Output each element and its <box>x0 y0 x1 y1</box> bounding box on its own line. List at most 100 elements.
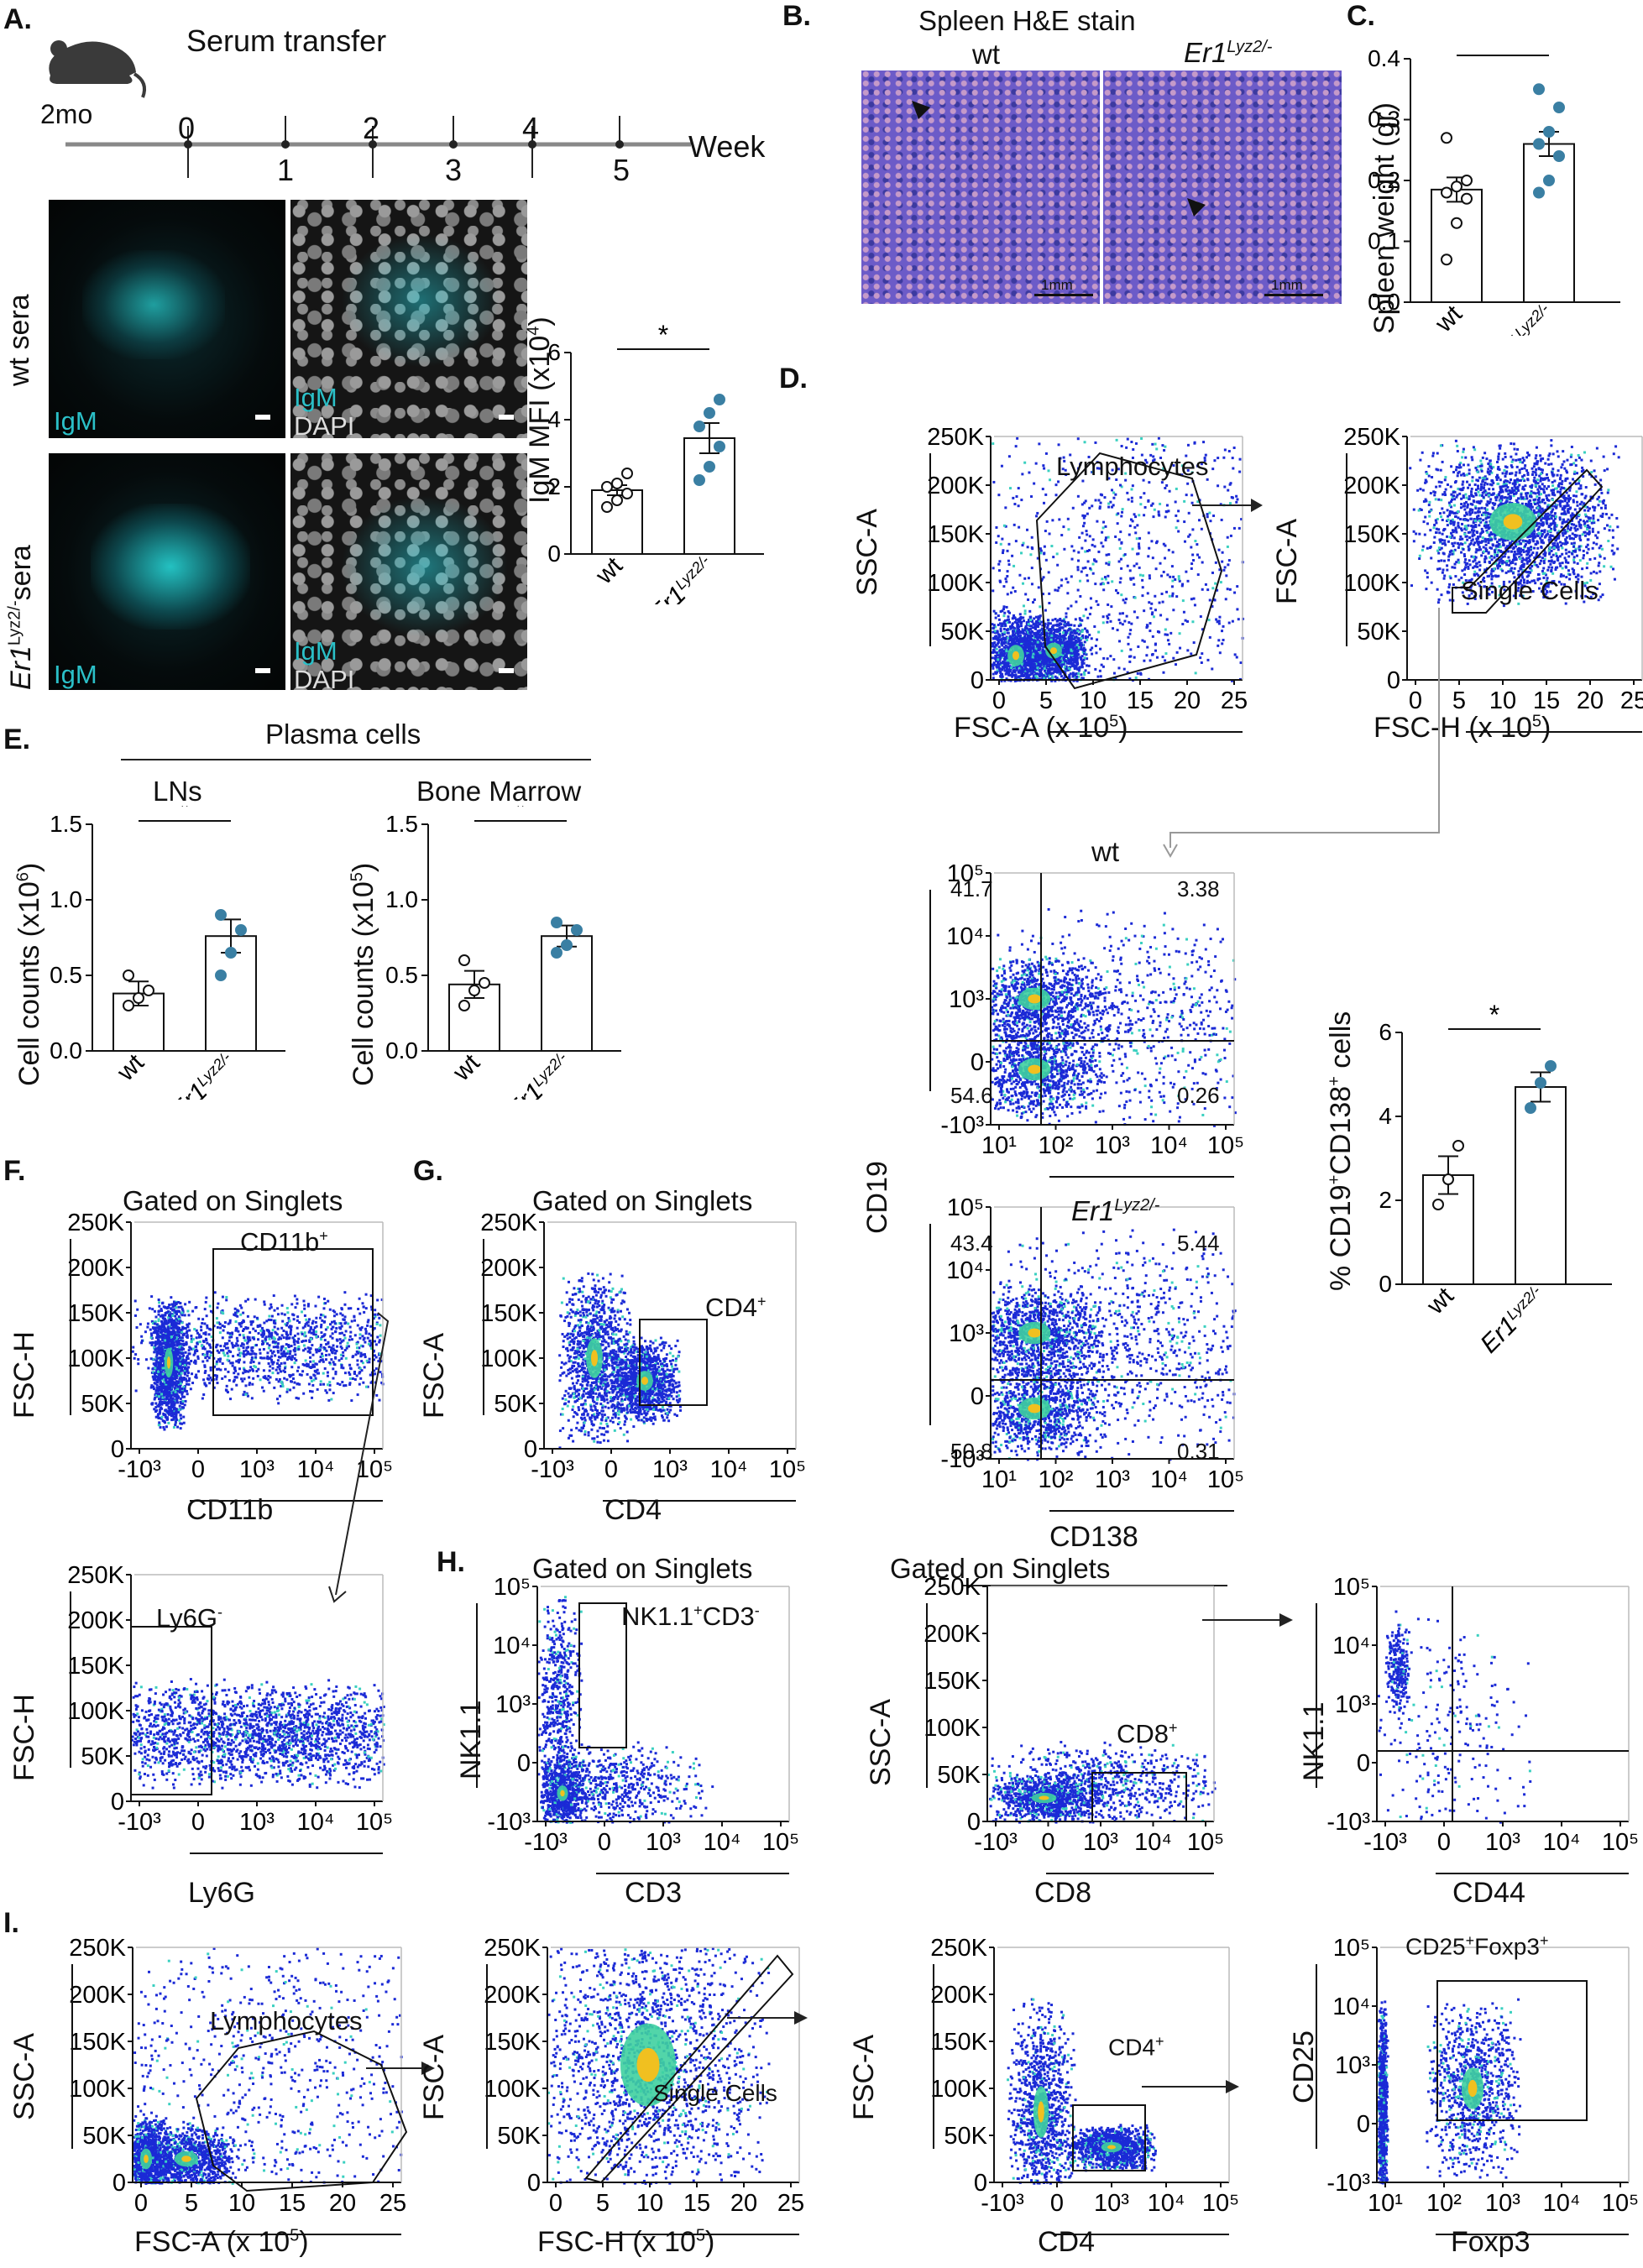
he-scale-bar <box>1034 294 1093 296</box>
i2-xlabel: FSC-H (x 105) <box>537 2226 714 2259</box>
density-peak <box>144 2154 149 2164</box>
data-point <box>693 421 705 432</box>
y-tick-label: 2 <box>547 473 561 499</box>
cd138-xlabel: CD138 <box>1049 1521 1138 1554</box>
event-cloud <box>133 1947 403 2185</box>
x-tick-label: 0 <box>1437 1829 1451 1856</box>
x-tick-label: 10² <box>1426 2190 1462 2217</box>
x-tick-label: -10³ <box>974 1829 1018 1856</box>
data-point <box>1553 150 1565 162</box>
gate-rect <box>1091 1772 1187 1822</box>
y-tick-label: 50K <box>944 2123 987 2150</box>
quad-title-wt: wt <box>1091 836 1119 868</box>
i3-ylabel: FSC-A <box>848 2035 881 2120</box>
density-peak <box>1468 2079 1478 2098</box>
y-tick-label: 150K <box>927 521 984 548</box>
significance-star: * <box>515 806 526 822</box>
density-peak <box>1039 1795 1049 1800</box>
y-tick-label: 100K <box>930 2076 987 2103</box>
x-tick-label: 10⁴ <box>1150 1132 1188 1159</box>
d2-xlabel: FSC-H (x 105) <box>1374 712 1551 745</box>
x-tick-label: 10⁴ <box>710 1456 748 1483</box>
y-tick-label: 0.3 <box>1368 107 1400 133</box>
merge-image-er1 <box>290 453 527 690</box>
igm-mfi-ylabel: IgM MFI (x104) <box>524 316 557 504</box>
flow-plot-i-lymphocytes: 0 50K 100K 150K 200K 250K 0 5 10 15 20 25 <box>69 1935 408 2235</box>
x-tick-label: 10 <box>636 2190 663 2217</box>
y-tick-label: 10³ <box>1335 1691 1370 1718</box>
density-peak <box>590 1350 599 1367</box>
data-point <box>1451 180 1462 193</box>
event-cloud <box>987 1740 1217 1824</box>
quad-wt-lr: 0.26 <box>1177 1083 1220 1109</box>
category-label: wt <box>1430 300 1468 336</box>
x-tick-label: 10² <box>1039 1132 1074 1159</box>
y-tick-label: 10³ <box>949 986 984 1013</box>
data-point <box>611 478 623 489</box>
gate-lymphocytes: Lymphocytes <box>1056 452 1209 482</box>
data-point <box>1525 1102 1536 1114</box>
y-tick-label: -10³ <box>940 1112 984 1139</box>
cd19-ylabel: CD19 <box>861 1161 894 1234</box>
bm-plasma-chart: 0.0 0.5 1.0 1.5 * wt Er1Lyz2/- <box>385 806 621 1100</box>
h-title1: Gated on Singlets <box>532 1553 752 1585</box>
density-peak <box>641 1377 649 1385</box>
timeline-title: Serum transfer <box>186 24 386 59</box>
x-tick-label: 10³ <box>239 1456 275 1483</box>
merge-igm-label-er1: IgM <box>294 636 337 666</box>
x-tick-label: 25 <box>379 2190 406 2217</box>
y-tick-label: 0 <box>967 1809 981 1836</box>
data-point <box>1533 138 1545 150</box>
x-tick-label: 10¹ <box>1368 2190 1403 2217</box>
y-tick-label: 200K <box>927 473 984 499</box>
merge-image-wt <box>290 200 527 438</box>
x-tick-label: 10³ <box>1094 2190 1129 2217</box>
data-point <box>235 924 247 936</box>
f1-ylabel: FSC-H <box>8 1331 41 1419</box>
x-tick-label: 15 <box>683 2190 710 2217</box>
y-tick-label: 0 <box>111 1789 124 1816</box>
timeline <box>65 116 691 178</box>
gate-cd4: CD4+ <box>705 1293 767 1323</box>
data-point <box>714 394 725 405</box>
he-title: Spleen H&E stain <box>918 5 1136 37</box>
y-tick-label: 200K <box>484 1982 541 2009</box>
y-tick-label: 1.5 <box>50 811 82 837</box>
data-point <box>1441 132 1452 144</box>
x-tick-label: -10³ <box>118 1809 161 1836</box>
igm-label-er1: IgM <box>54 660 97 690</box>
y-tick-label: 0.0 <box>50 1037 82 1063</box>
bar <box>541 935 593 1052</box>
gate-rect <box>578 1602 627 1748</box>
y-tick-label: 10⁴ <box>493 1633 531 1659</box>
y-tick-label: 250K <box>1343 424 1400 451</box>
y-tick-label: -10³ <box>1326 1809 1370 1836</box>
significance-star: * <box>180 806 190 822</box>
x-tick-label: 0 <box>992 687 1006 714</box>
data-point <box>1461 175 1473 186</box>
y-tick-label: 50K <box>937 1762 981 1789</box>
y-tick-label: 50K <box>81 1391 124 1418</box>
data-point <box>1535 1077 1546 1089</box>
x-tick-label: 10⁴ <box>1543 2190 1581 2217</box>
density-peak <box>1107 2145 1117 2150</box>
x-tick-label: 10 <box>1489 687 1516 714</box>
y-tick-label: 10³ <box>949 1320 984 1347</box>
x-tick-label: 10⁵ <box>1187 1829 1224 1856</box>
density-peak <box>1028 1064 1042 1074</box>
y-tick-label: 200K <box>480 1255 537 1282</box>
y-tick-label: 0 <box>524 1436 537 1463</box>
data-point <box>215 909 227 921</box>
y-tick-label: 100K <box>67 1346 124 1372</box>
week-tick-0: 0 <box>178 111 195 146</box>
y-tick-label: 10³ <box>1335 2052 1370 2079</box>
quad-er-ur: 5.44 <box>1177 1231 1220 1257</box>
y-tick-label: 0.0 <box>385 1037 418 1063</box>
quad-title-er1: Er1Lyz2/- <box>1071 1195 1159 1227</box>
y-tick-label: 2 <box>1379 1187 1392 1213</box>
x-tick-label: 10⁵ <box>769 1456 806 1483</box>
bm-ylabel: Cell counts (x105) <box>348 863 380 1086</box>
data-point <box>479 977 490 989</box>
y-tick-label: 10⁵ <box>947 1194 984 1221</box>
y-tick-label: 250K <box>930 1935 987 1962</box>
